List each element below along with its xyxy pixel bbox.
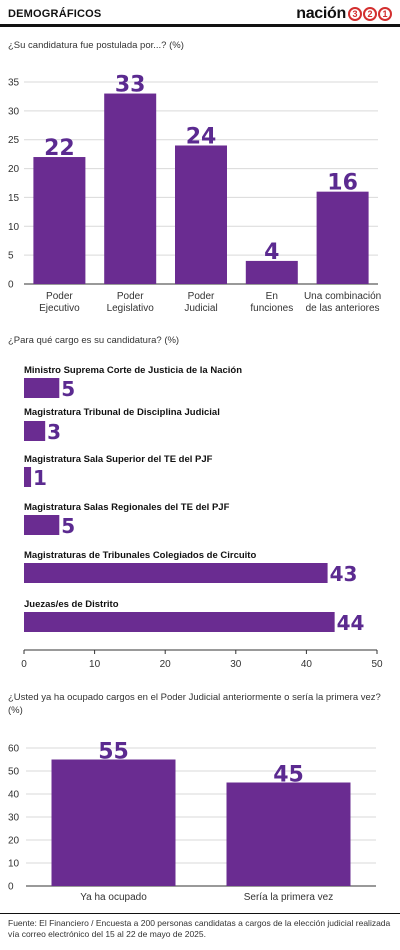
bar-value-label: 55: [98, 740, 129, 765]
bar-value-label: 24: [186, 124, 217, 149]
bar-value-label: 44: [337, 611, 365, 635]
x-category-label: Ejecutivo: [39, 303, 80, 314]
bar-value-label: 43: [330, 562, 358, 586]
bar: [24, 515, 60, 535]
y-tick-label: 20: [8, 164, 20, 175]
bar-category-label: Magistratura Sala Superior del TE del PJ…: [24, 454, 213, 465]
bar-category-label: Magistratura Salas Regionales del TE del…: [24, 502, 230, 513]
section-title: DEMOGRÁFICOS: [8, 8, 102, 20]
x-category-label: Sería la primera vez: [244, 892, 333, 903]
chart-position: Ministro Suprema Corte de Justicia de la…: [21, 365, 383, 670]
header-rule: [0, 24, 400, 27]
bar-category-label: Magistraturas de Tribunales Colegiados d…: [24, 550, 256, 561]
x-category-label: Poder: [46, 291, 73, 302]
bar-value-label: 1: [33, 466, 47, 490]
bar: [24, 421, 46, 441]
y-tick-label: 35: [8, 78, 20, 89]
y-tick-label: 5: [8, 251, 14, 262]
question-3-line2: (%): [8, 705, 23, 716]
bar: [316, 191, 369, 284]
y-tick-label: 10: [8, 859, 20, 870]
logo-digit: 3: [348, 7, 362, 21]
source-rule: [0, 913, 400, 914]
y-tick-label: 0: [8, 280, 14, 291]
bar-category-label: Magistratura Tribunal de Disciplina Judi…: [24, 407, 220, 418]
y-tick-label: 30: [8, 106, 20, 117]
question-3-line1: ¿Usted ya ha ocupado cargos en el Poder …: [8, 692, 381, 703]
y-tick-label: 30: [8, 813, 20, 824]
bar-value-label: 16: [327, 171, 358, 196]
bar: [226, 782, 351, 886]
bar-value-label: 5: [61, 514, 75, 538]
bar: [175, 145, 227, 284]
y-tick-label: 40: [8, 790, 20, 801]
x-category-label: Poder: [188, 291, 215, 302]
x-tick-label: 30: [230, 659, 242, 670]
x-category-label: de las anteriores: [306, 303, 380, 314]
x-category-label: Judicial: [184, 303, 217, 314]
x-tick-label: 40: [301, 659, 313, 670]
x-tick-label: 20: [160, 659, 172, 670]
x-category-label: En: [266, 291, 278, 302]
bar-value-label: 45: [273, 763, 304, 788]
bar: [104, 93, 157, 285]
x-category-label: Una combinación: [304, 291, 381, 302]
y-tick-label: 25: [8, 135, 20, 146]
chart-postulation: 0510152025303522PoderEjecutivo33PoderLeg…: [8, 73, 381, 314]
source-note: Fuente: El Financiero / Encuesta a 200 p…: [8, 918, 391, 939]
logo-wordmark: nación: [296, 5, 346, 22]
bar: [51, 759, 176, 886]
x-category-label: Poder: [117, 291, 144, 302]
y-tick-label: 20: [8, 836, 20, 847]
bar-value-label: 33: [115, 73, 146, 98]
question-1: ¿Su candidatura fue postulada por...? (%…: [8, 40, 184, 51]
bar-value-label: 3: [47, 420, 61, 444]
bar-category-label: Ministro Suprema Corte de Justicia de la…: [24, 365, 242, 376]
y-tick-label: 50: [8, 767, 20, 778]
y-tick-label: 10: [8, 222, 20, 233]
logo-digit: 1: [378, 7, 392, 21]
x-tick-label: 50: [371, 659, 383, 670]
bar: [33, 157, 86, 284]
question-2: ¿Para qué cargo es su candidatura? (%): [8, 335, 180, 346]
x-category-label: Ya ha ocupado: [80, 892, 147, 903]
bar: [24, 563, 328, 583]
y-tick-label: 15: [8, 193, 20, 204]
question-3: ¿Usted ya ha ocupado cargos en el Poder …: [8, 691, 381, 717]
bar: [245, 260, 298, 284]
x-category-label: funciones: [250, 303, 293, 314]
x-tick-label: 10: [89, 659, 101, 670]
y-tick-label: 60: [8, 744, 20, 755]
bar: [24, 612, 335, 632]
bar-category-label: Juezas/es de Distrito: [24, 599, 119, 610]
bar: [24, 378, 60, 398]
bar-value-label: 22: [44, 136, 75, 161]
chart-prior-positions: 0 10 20 30 40 50 60 55 Ya ha ocupado 45 Sería la p…: [8, 740, 376, 903]
x-category-label: Legislativo: [107, 303, 155, 314]
bar: [24, 467, 32, 487]
bar-value-label: 5: [61, 377, 75, 401]
bar-value-label: 4: [264, 240, 279, 265]
x-tick-label: 0: [21, 659, 27, 670]
y-tick-label: 0: [8, 882, 14, 893]
logo-digit: 2: [363, 7, 377, 21]
